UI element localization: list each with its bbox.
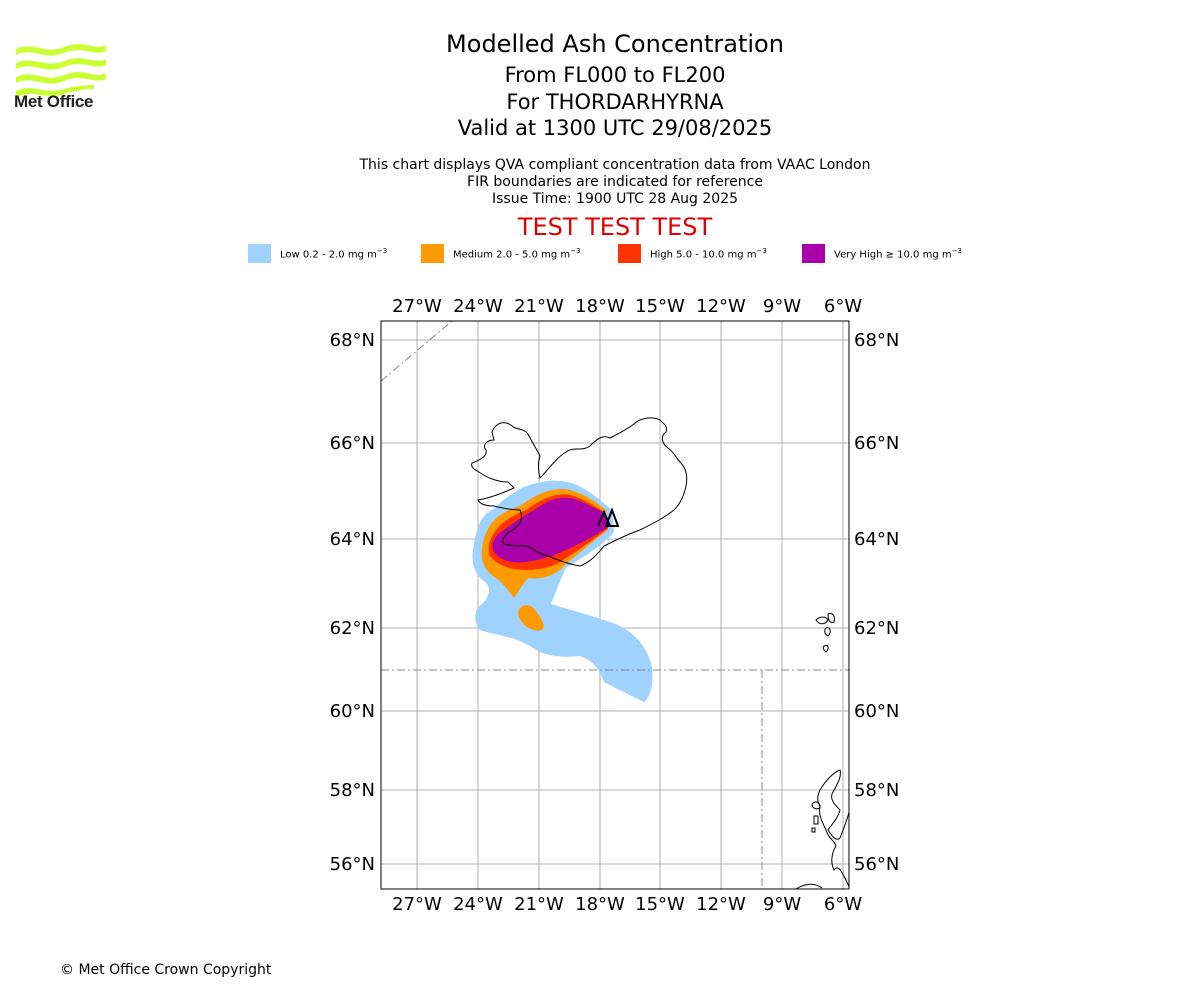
lon-label: 6°W [824,894,862,915]
valid-time: Valid at 1300 UTC 29/08/2025 [457,116,773,140]
legend-swatch-very-high [802,244,825,263]
lon-label: 27°W [392,296,442,317]
test-banner: TEST TEST TEST [517,213,713,241]
flight-levels: From FL000 to FL200 [504,63,726,87]
faroe-islands [815,613,835,653]
lat-label: 62°N [854,618,899,639]
info-line-2: FIR boundaries are indicated for referen… [467,174,763,190]
legend-label-low: Low 0.2 - 2.0 mg m−3 [280,247,388,261]
lat-labels-left: 68°N 66°N 64°N 62°N 60°N 58°N 56°N [330,330,375,875]
met-office-logo [16,44,106,97]
lat-label: 62°N [330,618,375,639]
legend-label-high: High 5.0 - 10.0 mg m−3 [650,247,767,261]
lat-label: 60°N [854,701,899,722]
hebrides-islands [795,801,823,889]
lon-label: 18°W [575,894,625,915]
lon-label: 24°W [453,894,503,915]
issue-time: Issue Time: 1900 UTC 28 Aug 2025 [491,191,739,207]
fir-boundaries [381,321,849,889]
legend-swatch-medium [421,244,444,263]
scotland-coastline [817,769,849,888]
lon-label: 9°W [763,894,801,915]
legend-label-very-high: Very High ≥ 10.0 mg m−3 [834,247,962,261]
lon-labels-bottom: 27°W 24°W 21°W 18°W 15°W 12°W 9°W 6°W [392,894,862,915]
lat-labels-right: 68°N 66°N 64°N 62°N 60°N 58°N 56°N [854,330,899,875]
lon-label: 12°W [696,296,746,317]
legend-swatch-high [618,244,641,263]
lon-label: 12°W [696,894,746,915]
lat-label: 68°N [330,330,375,351]
ash-medium-patch [518,605,544,631]
lon-label: 24°W [453,296,503,317]
lat-label: 60°N [330,701,375,722]
legend-label-medium: Medium 2.0 - 5.0 mg m−3 [453,247,581,261]
lon-labels-top: 27°W 24°W 21°W 18°W 15°W 12°W 9°W 6°W [392,296,862,317]
lon-label: 27°W [392,894,442,915]
lat-label: 64°N [854,529,899,550]
lon-label: 21°W [514,894,564,915]
lat-label: 66°N [330,433,375,454]
map-frame [380,320,850,890]
lon-label: 15°W [635,894,685,915]
gridlines [381,321,849,889]
logo-text: Met Office [14,92,94,111]
lat-label: 58°N [330,780,375,801]
volcano-marker [597,507,620,527]
lat-label: 58°N [854,780,899,801]
lat-label: 64°N [330,529,375,550]
lon-label: 9°W [763,296,801,317]
lon-label: 21°W [514,296,564,317]
chart-title: Modelled Ash Concentration [446,30,784,58]
iceland-coastline [471,417,688,567]
lon-label: 15°W [635,296,685,317]
info-line-1: This chart displays QVA compliant concen… [359,157,871,173]
lon-label: 18°W [575,296,625,317]
legend-swatch-low [248,244,271,263]
lat-label: 56°N [330,854,375,875]
lon-label: 6°W [824,296,862,317]
lat-label: 66°N [854,433,899,454]
volcano-name: For THORDARHYRNA [506,90,724,114]
lat-label: 68°N [854,330,899,351]
lat-label: 56°N [854,854,899,875]
copyright-notice: © Met Office Crown Copyright [60,962,272,978]
